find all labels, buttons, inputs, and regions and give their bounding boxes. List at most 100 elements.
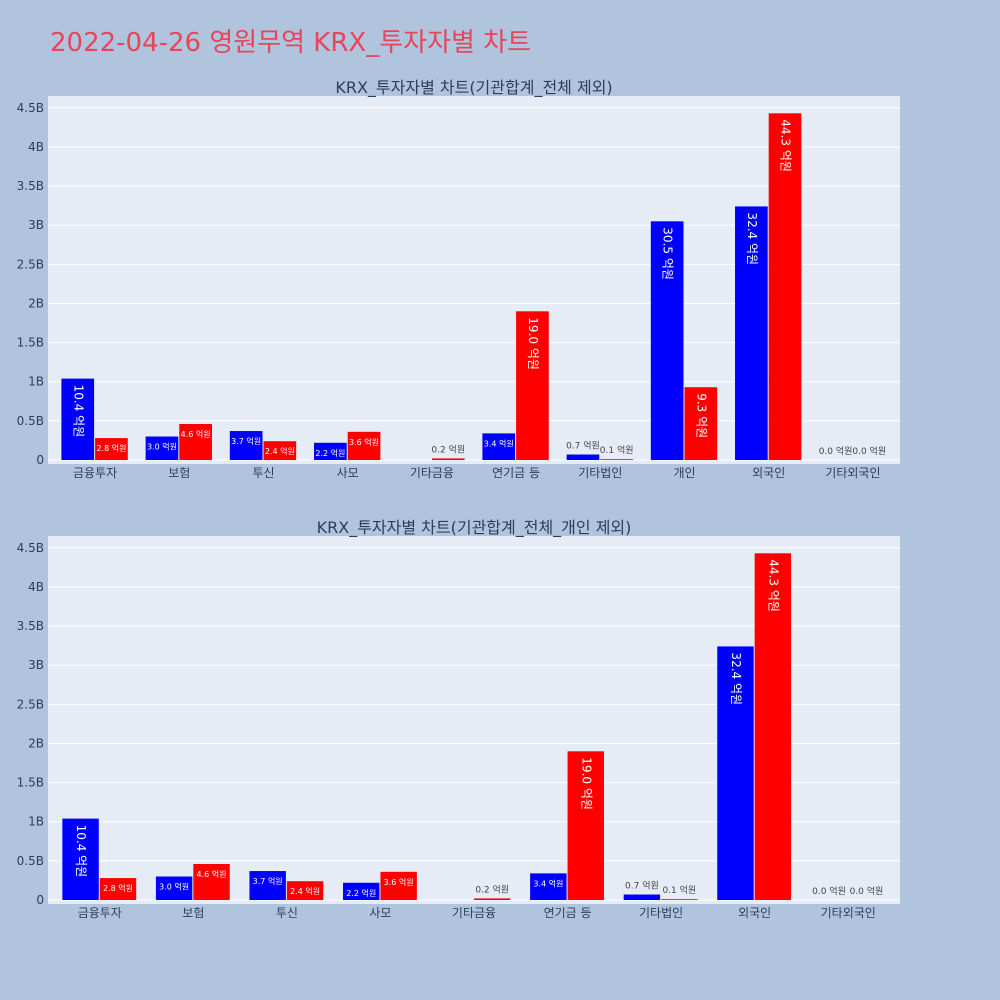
y-tick-label: 0.5B — [17, 854, 44, 868]
x-tick-label: 보험 — [182, 906, 204, 920]
bar — [95, 438, 128, 460]
x-tick-label: 사모 — [337, 466, 359, 480]
bar-value-label: 0.0 억원 — [812, 885, 846, 897]
x-tick-label: 기타외국인 — [821, 906, 876, 920]
x-tick-label: 기타금융 — [452, 906, 496, 920]
bar-value-label: 0.7 억원 — [625, 880, 659, 892]
bar — [684, 387, 718, 460]
bar-value-label: 19.0 억원 — [526, 317, 540, 370]
bar-value-label: 0.1 억원 — [662, 884, 696, 896]
bar-value-label: 44.3 억원 — [779, 119, 793, 172]
bar-value-label: 30.5 억원 — [661, 227, 675, 280]
x-tick-label: 개인 — [673, 466, 695, 480]
bar-value-label: 2.4 억원 — [290, 886, 320, 896]
bar — [754, 553, 792, 900]
bar — [717, 646, 754, 900]
bar — [343, 882, 380, 900]
y-tick-label: 0.5B — [17, 414, 44, 428]
bar — [600, 459, 633, 460]
y-tick-label: 1.5B — [17, 776, 44, 790]
bar-value-label: 0.0 억원 — [850, 885, 884, 897]
bar-value-label: 2.8 억원 — [103, 883, 133, 893]
bar — [249, 871, 286, 900]
y-tick-label: 3.5B — [17, 179, 44, 193]
y-tick-label: 2.5B — [17, 257, 44, 271]
y-tick-label: 1B — [28, 815, 44, 829]
bar — [623, 894, 661, 900]
bar-value-label: 4.6 억원 — [181, 429, 211, 439]
x-tick-label: 사모 — [369, 906, 391, 920]
x-tick-label: 연기금 등 — [544, 906, 592, 920]
bar — [263, 441, 297, 460]
bar — [286, 881, 324, 900]
y-tick-label: 2B — [28, 296, 44, 310]
bar — [431, 458, 465, 460]
bar — [179, 424, 212, 460]
bar-value-label: 3.4 억원 — [533, 878, 563, 888]
y-tick-label: 1.5B — [17, 336, 44, 350]
page-title: 2022-04-26 영원무역 KRX_투자자별 차트 — [50, 28, 532, 58]
bar — [347, 431, 381, 460]
bar-value-label: 0.2 억원 — [431, 443, 465, 455]
bar — [193, 864, 230, 900]
bar-value-label: 0.2 억원 — [475, 883, 509, 895]
bar-value-label: 2.4 억원 — [265, 446, 295, 456]
bar — [530, 873, 567, 900]
bar-value-label: 0.1 억원 — [600, 444, 634, 456]
bar — [650, 221, 684, 460]
bar — [380, 871, 417, 900]
bar-value-label: 3.6 억원 — [349, 437, 379, 447]
bar — [314, 442, 347, 460]
x-tick-label: 금융투자 — [78, 906, 122, 920]
bar-value-label: 3.7 억원 — [231, 436, 261, 446]
x-tick-label: 기타법인 — [578, 466, 622, 480]
y-tick-label: 2B — [28, 736, 44, 750]
bar — [735, 206, 768, 460]
y-tick-label: 1B — [28, 375, 44, 389]
bar-value-label: 3.7 억원 — [253, 876, 283, 886]
y-tick-label: 3B — [28, 658, 44, 672]
bar-value-label: 9.3 억원 — [694, 393, 708, 438]
bar-value-label: 3.0 억원 — [147, 442, 177, 452]
bar-value-label: 3.4 억원 — [484, 438, 514, 448]
y-tick-label: 0 — [36, 453, 44, 467]
bar — [62, 818, 99, 900]
bar-value-label: 0.7 억원 — [566, 440, 600, 452]
bar-value-label: 0.0 억원 — [852, 445, 886, 457]
bar — [474, 898, 511, 900]
bar-value-label: 2.2 억원 — [346, 888, 376, 898]
bar — [482, 433, 516, 460]
bar — [567, 751, 604, 900]
x-tick-label: 투신 — [252, 466, 274, 480]
bar-value-label: 19.0 억원 — [579, 757, 593, 810]
bar — [229, 431, 263, 460]
bar — [768, 113, 802, 460]
x-tick-label: 투신 — [276, 906, 298, 920]
x-tick-label: 기타금융 — [410, 466, 454, 480]
y-tick-label: 2.5B — [17, 697, 44, 711]
x-tick-label: 금융투자 — [73, 466, 117, 480]
chart-title: KRX_투자자별 차트(기관합계_전체_개인 제외) — [317, 518, 632, 538]
bar — [661, 899, 698, 900]
y-tick-label: 4.5B — [17, 101, 44, 115]
bar — [566, 454, 600, 460]
bar-value-label: 32.4 억원 — [729, 652, 743, 705]
x-tick-label: 기타법인 — [639, 906, 683, 920]
bar-value-label: 10.4 억원 — [74, 825, 88, 878]
bar — [516, 311, 549, 460]
x-tick-label: 외국인 — [738, 906, 771, 920]
bar-value-label: 3.6 억원 — [384, 877, 414, 887]
bar — [145, 436, 179, 460]
bar-value-label: 0.0 억원 — [819, 445, 853, 457]
chart-institution-individual-excluded: KRX_투자자별 차트(기관합계_전체_개인 제외) 0 0.5B 1B 1.5B 2B 2… — [17, 518, 900, 920]
x-tick-label: 보험 — [168, 466, 190, 480]
x-tick-label: 연기금 등 — [492, 466, 540, 480]
bar-value-label: 3.0 억원 — [159, 882, 189, 892]
y-tick-label: 4B — [28, 580, 44, 594]
bar-value-label: 32.4 억원 — [745, 212, 759, 265]
x-tick-label: 외국인 — [752, 466, 785, 480]
bar-value-label: 44.3 억원 — [766, 559, 780, 612]
y-tick-label: 3.5B — [17, 619, 44, 633]
bar — [99, 878, 137, 900]
y-tick-label: 0 — [36, 893, 44, 907]
